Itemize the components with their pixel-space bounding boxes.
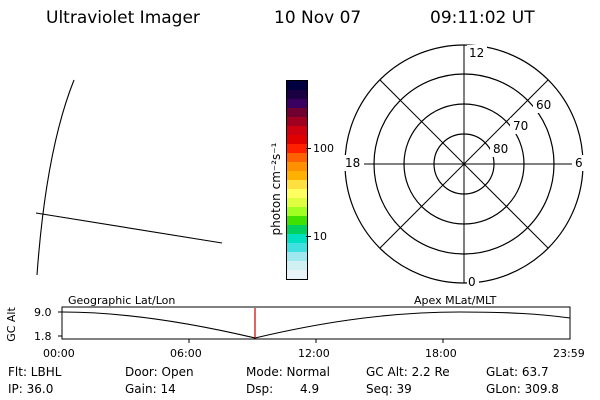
colorbar-stripe xyxy=(287,144,307,153)
status-glon: GLon: 309.8 xyxy=(486,382,559,396)
status-mode: Mode: Normal xyxy=(246,365,330,379)
timeline-x-label-0000: 00:00 xyxy=(43,347,75,360)
colorbar-stripe xyxy=(287,90,307,99)
colorbar-stripe xyxy=(287,81,307,90)
mlt-6-bg xyxy=(572,155,586,171)
status-gain: Gain: 14 xyxy=(125,382,176,396)
mlt-label-6: 6 xyxy=(575,156,583,170)
colorbar-stripe xyxy=(287,216,307,225)
colorbar-stripe xyxy=(287,270,307,279)
colorbar xyxy=(286,80,308,280)
time-label: 09:11:02 UT xyxy=(430,8,535,28)
mlt-label-0: 0 xyxy=(468,275,476,289)
status-gc-alt: GC Alt: 2.2 Re xyxy=(366,365,450,379)
colorbar-stripe xyxy=(287,252,307,261)
colorbar-stripe xyxy=(287,171,307,180)
colorbar-stripe xyxy=(287,135,307,144)
timeline-x-label-0600: 06:00 xyxy=(170,347,202,360)
orbit-altitude-curve xyxy=(61,311,571,339)
timeline-x-label-2359: 23:59 xyxy=(553,347,585,360)
instrument-title: Ultraviolet Imager xyxy=(46,8,200,28)
status-dsp-label: Dsp: xyxy=(246,382,274,396)
parallel-line xyxy=(35,212,223,244)
polar-diagonal-2 xyxy=(379,79,549,249)
status-dsp-value: 4.9 xyxy=(300,382,320,396)
colorbar-stripe xyxy=(287,99,307,108)
lat-70-bg xyxy=(510,118,532,134)
lat-80-bg xyxy=(490,141,512,157)
timeline-x-label-1800: 18:00 xyxy=(425,347,457,360)
timeline-frame xyxy=(61,306,571,340)
status-filter: Flt: LBHL xyxy=(8,365,62,379)
status-seq: Seq: 39 xyxy=(366,382,412,396)
colorbar-stripe xyxy=(287,234,307,243)
colorbar-stripe xyxy=(287,225,307,234)
meridian-line xyxy=(36,79,75,276)
lat-label-60: 60 xyxy=(536,98,552,112)
mlt-label-18: 18 xyxy=(345,156,361,170)
colorbar-stripe xyxy=(287,243,307,252)
colorbar-stripe xyxy=(287,180,307,189)
colorbar-stripe xyxy=(287,117,307,126)
status-door: Door: Open xyxy=(125,365,194,379)
colorbar-stripe xyxy=(287,189,307,198)
colorbar-stripe xyxy=(287,153,307,162)
mlt-18-bg xyxy=(342,155,364,171)
timeline-y-max: 9.0 xyxy=(34,306,52,319)
status-glat: GLat: 63.7 xyxy=(486,365,549,379)
timeline-y-min: 1.8 xyxy=(34,330,52,343)
timeline-x-label-1200: 12:00 xyxy=(298,347,330,360)
status-ip: IP: 36.0 xyxy=(8,382,54,396)
colorbar-stripe xyxy=(287,207,307,216)
mlt-12-bg xyxy=(467,45,487,61)
colorbar-stripe xyxy=(287,108,307,117)
colorbar-stripe xyxy=(287,162,307,171)
colorbar-stripe xyxy=(287,261,307,270)
timeline-right-caption: Apex MLat/MLT xyxy=(414,294,497,307)
lat-60-bg xyxy=(533,97,555,113)
colorbar-stripe xyxy=(287,198,307,207)
timeline-left-caption: Geographic Lat/Lon xyxy=(68,294,176,307)
colorbar-label-10: 10 xyxy=(313,230,327,243)
colorbar-tick-10 xyxy=(306,236,311,237)
colorbar-label-100: 100 xyxy=(313,142,334,155)
mlt-label-12: 12 xyxy=(469,46,485,60)
mlt-0-bg xyxy=(467,275,479,289)
date-label: 10 Nov 07 xyxy=(274,8,362,28)
colorbar-tick-100 xyxy=(306,148,311,149)
lat-label-70: 70 xyxy=(513,119,529,133)
lat-label-80: 80 xyxy=(493,142,509,156)
colorbar-stripe xyxy=(287,126,307,135)
